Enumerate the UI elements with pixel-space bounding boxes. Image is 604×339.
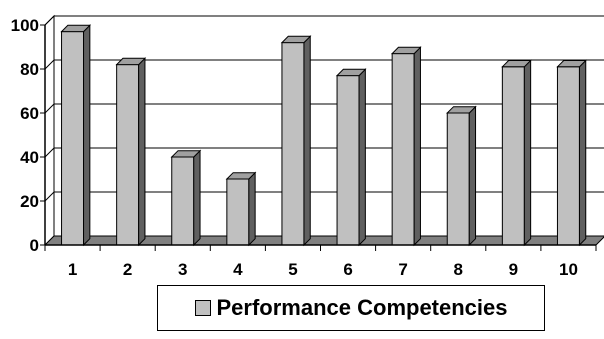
y-tick-label: 100: [11, 16, 39, 35]
bar-front: [336, 75, 360, 246]
legend-swatch: [194, 300, 211, 316]
x-tick-label: 9: [509, 260, 518, 279]
bar-top: [501, 60, 532, 68]
bar-side: [413, 46, 421, 247]
bar-side: [358, 68, 366, 247]
bar: [335, 68, 367, 247]
legend: Performance Competencies: [157, 285, 545, 331]
x-tick-label: 5: [288, 260, 297, 279]
gridline-side: [44, 15, 55, 26]
bar-side: [578, 59, 587, 247]
x-tick-label: 4: [233, 260, 243, 279]
y-tick-label: 20: [20, 192, 39, 211]
axes: [40, 24, 597, 251]
bar-top: [60, 24, 92, 33]
x-tick-label: 2: [123, 260, 132, 279]
bar-side: [193, 149, 201, 247]
x-tick-labels: 1 2 3 4 5 6 7 8 9 10: [68, 260, 578, 279]
bar-side: [523, 59, 532, 247]
bar-front: [556, 66, 580, 246]
y-tick-label: 60: [20, 104, 39, 123]
bar-top: [390, 46, 422, 55]
bar: [446, 105, 477, 247]
y-tick-label: 40: [20, 148, 39, 167]
bar-top: [170, 150, 202, 158]
gridline-side: [44, 59, 55, 70]
side-wall: [44, 14, 55, 247]
bar-side: [83, 24, 91, 247]
bar-front: [446, 112, 470, 246]
bar-top: [280, 35, 312, 44]
bar: [390, 46, 422, 247]
bar: [60, 24, 92, 247]
bar: [556, 59, 587, 247]
bar-top: [556, 60, 587, 68]
gridline-side: [44, 103, 55, 114]
x-tick-label: 6: [343, 260, 352, 279]
gridline-side: [44, 191, 55, 202]
y-tick-label: 80: [20, 60, 39, 79]
bar: [115, 57, 147, 247]
bar-front: [61, 31, 85, 246]
bar: [280, 35, 312, 247]
x-tick-label: 10: [559, 260, 578, 279]
gridline-side: [44, 147, 55, 158]
bar-top: [115, 57, 147, 66]
bar: [170, 149, 202, 247]
bar-side: [138, 57, 146, 247]
y-tick-labels: 0 20 40 60 80 100: [11, 16, 39, 255]
x-tick-label: 7: [398, 260, 407, 279]
bar-front: [501, 66, 525, 246]
x-tick-label: 8: [454, 260, 463, 279]
bar-front: [116, 64, 140, 246]
bar-top: [335, 68, 367, 77]
y-tick-label: 0: [30, 236, 39, 255]
bars: [60, 24, 587, 247]
bar: [501, 59, 532, 247]
bar-front: [391, 53, 415, 246]
bar-side: [303, 35, 311, 247]
bar-front: [281, 42, 305, 246]
x-tick-label: 3: [178, 260, 187, 279]
bar: [225, 171, 257, 247]
bar-top: [446, 106, 477, 114]
x-tick-label: 1: [68, 260, 77, 279]
bar-front: [171, 156, 195, 246]
legend-label: Performance Competencies: [216, 295, 508, 320]
bar-front: [226, 178, 250, 246]
bar-top: [225, 172, 257, 180]
bar-side: [248, 171, 256, 247]
bar-side: [468, 105, 477, 247]
